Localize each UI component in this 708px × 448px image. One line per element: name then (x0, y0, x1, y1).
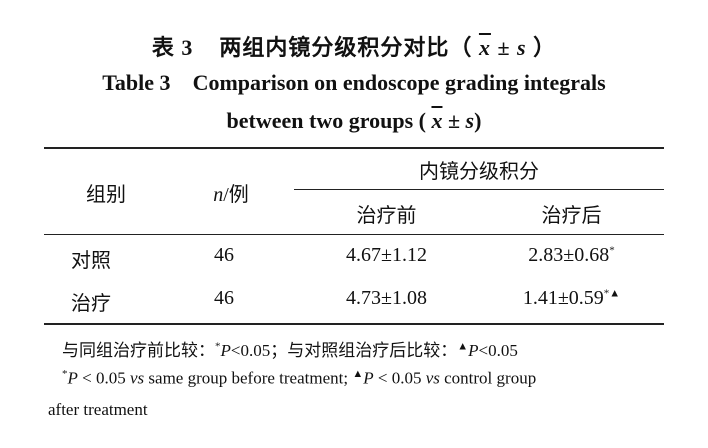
footnote-en-text-a: < 0.05 (77, 368, 130, 388)
footnote-cn-star: * (215, 340, 221, 353)
row-2-after: 1.41±0.59*▲ (479, 287, 664, 310)
footnote-en-vs: vs (129, 368, 145, 388)
table-top-rule (44, 147, 664, 149)
table-number-en: Table 3 (102, 70, 171, 95)
footnote-en-p: P (67, 368, 78, 388)
header-span: 内镜分级积分 (419, 161, 539, 183)
table-sub-rule (294, 189, 664, 191)
table-title-cn: 表 3 两组内镜分级积分对比（ x ± s ） (0, 30, 708, 62)
table-header-rule (44, 234, 664, 236)
footnote-en-vs2: vs (425, 368, 440, 388)
row-1-after-mark: * (609, 244, 615, 257)
header-n-suffix: /例 (223, 184, 249, 206)
footnote-cn-triangle: ▲ (457, 340, 469, 353)
header-group: 组别 (86, 184, 126, 206)
sd-symbol-en: s (465, 108, 475, 133)
footnote-en-text-d: control group (439, 368, 537, 388)
footnote-en-star: * (62, 368, 68, 380)
table-caption-cn: 两组内镜分级积分对比（ (219, 35, 473, 60)
footnote-en-line2: after treatment (48, 400, 148, 419)
row-1-after: 2.83±0.68* (479, 244, 664, 267)
header-after: 治疗后 (541, 205, 602, 227)
close-paren: ） (526, 35, 557, 60)
row-2-after-value: 1.41±0.59 (522, 287, 604, 309)
table-caption-en: Comparison on endoscope grading integral… (192, 70, 606, 95)
row-2-before: 4.73±1.08 (346, 287, 427, 309)
header-n: n/例 (168, 178, 294, 207)
footnote-cn-p: P (220, 341, 231, 360)
footnote-en-text-b: same group before treatment; (144, 368, 353, 388)
plus-minus-en: ± (442, 108, 466, 133)
row-1-before: 4.67±1.12 (346, 244, 427, 266)
row-1-group: 对照 (71, 250, 111, 272)
table-caption-en-2: between two groups ( (226, 108, 426, 133)
table-bottom-rule (44, 323, 664, 325)
footnote-en-p2: P (363, 368, 374, 388)
sd-symbol: s (517, 35, 527, 60)
row-1-after-value: 2.83±0.68 (528, 244, 610, 266)
mean-symbol-en: x (431, 108, 443, 133)
row-2-n: 46 (214, 287, 234, 309)
footnote-en-triangle: ▲ (352, 368, 364, 380)
close-paren-en: ) (474, 108, 482, 133)
table-title-en-line1: Table 3 Comparison on endoscope grading … (0, 70, 708, 96)
footnote-cn: 与同组治疗前比较：*P<0.05；与对照组治疗后比较：▲P<0.05 (62, 336, 518, 361)
row-1-n: 46 (214, 244, 234, 266)
footnote-cn-text-a: 与同组治疗前比较： (62, 341, 215, 360)
footnote-cn-text-c: <0.05 (478, 341, 518, 360)
header-before: 治疗前 (356, 205, 417, 227)
plus-minus: ± (490, 35, 518, 60)
footnote-cn-p2: P (468, 341, 479, 360)
row-2-group: 治疗 (71, 293, 111, 315)
footnote-en-text-c: < 0.05 (373, 368, 426, 388)
row-2-after-mark: *▲ (603, 287, 621, 300)
table-title-en-line2: between two groups ( x ± s) (0, 108, 708, 134)
table-number-cn: 表 3 (151, 35, 194, 60)
header-n-italic: n (213, 184, 224, 206)
footnote-cn-text-b: <0.05；与对照组治疗后比较： (230, 341, 458, 360)
footnote-en-line1: *P < 0.05 vs same group before treatment… (62, 368, 536, 389)
mean-symbol: x (478, 35, 491, 60)
